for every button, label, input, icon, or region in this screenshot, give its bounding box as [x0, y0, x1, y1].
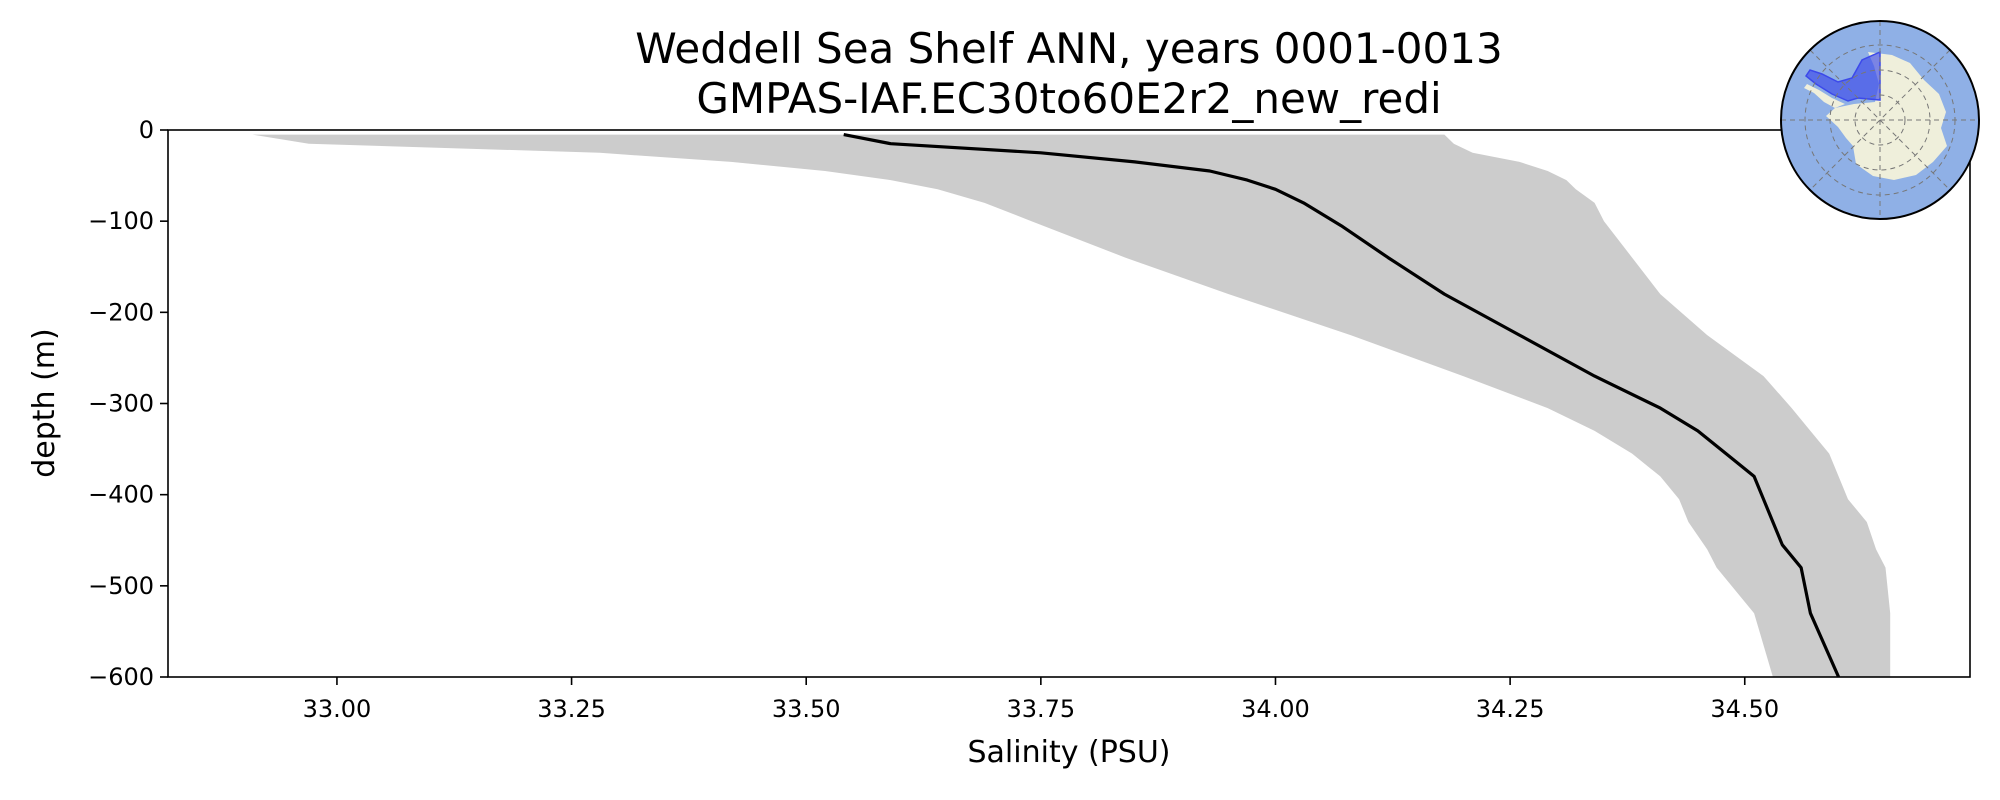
x-tick-label: 34.00 — [1241, 695, 1310, 723]
x-tick-label: 34.25 — [1476, 695, 1545, 723]
x-axis-label: Salinity (PSU) — [968, 735, 1171, 770]
x-tick-label: 33.75 — [1006, 695, 1075, 723]
antarctica-landmass — [1826, 52, 1947, 180]
x-tick-label: 33.00 — [303, 695, 372, 723]
y-tick-label: −300 — [88, 390, 154, 418]
map-graticule — [1781, 21, 1979, 219]
x-tick-label: 33.25 — [537, 695, 606, 723]
map-border — [1780, 20, 1980, 220]
y-tick-label: −100 — [88, 207, 154, 235]
x-axis: 33.00 33.25 33.50 33.75 34.00 34.25 34.50 — [303, 677, 1779, 723]
region-inset-map — [1780, 20, 1980, 220]
series-line — [843, 133, 1841, 678]
plot-area — [252, 133, 1891, 678]
chart-subtitle: GMPAS-IAF.EC30to60E2r2_new_redi — [696, 74, 1441, 123]
y-tick-label: −500 — [88, 572, 154, 600]
x-tick-label: 34.50 — [1710, 695, 1779, 723]
antarctic-peninsula — [1804, 84, 1845, 108]
x-tick-label: 33.50 — [772, 695, 841, 723]
y-tick-label: −600 — [88, 663, 154, 691]
range-band — [252, 134, 1891, 678]
y-axis-label: depth (m) — [27, 328, 62, 478]
chart-title: Weddell Sea Shelf ANN, years 0001-0013 — [635, 24, 1502, 73]
y-tick-label: −400 — [88, 481, 154, 509]
y-axis: 0 −100 −200 −300 −400 −500 −600 — [88, 116, 168, 691]
y-tick-label: −200 — [88, 298, 154, 326]
y-tick-label: 0 — [139, 116, 154, 144]
